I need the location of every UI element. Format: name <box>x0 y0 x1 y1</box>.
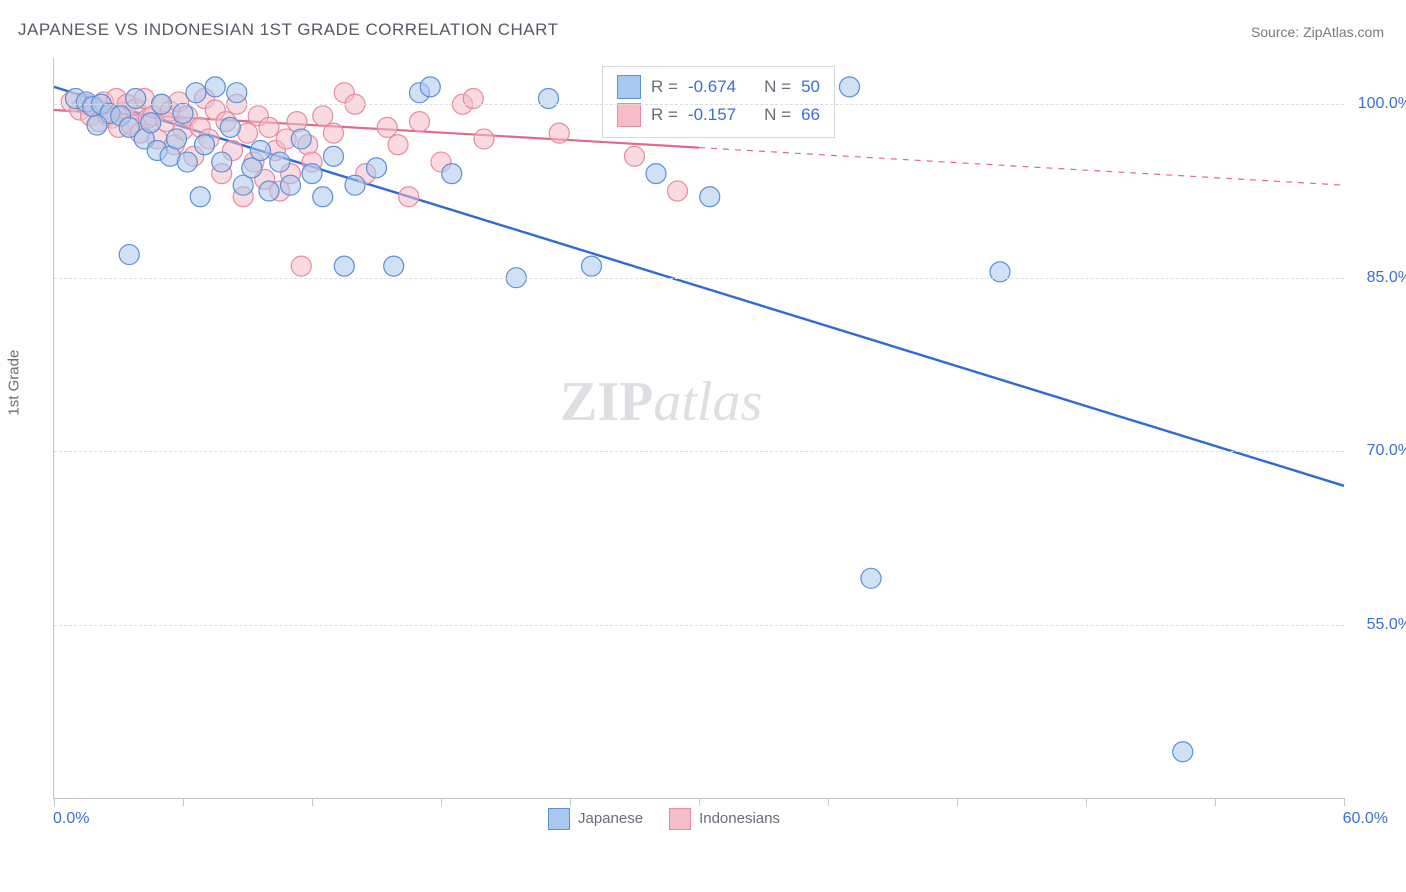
scatter-point <box>334 256 354 276</box>
plot-area: R =-0.674N =50R =-0.157N =66 55.0%70.0%8… <box>53 58 1344 799</box>
scatter-point <box>291 256 311 276</box>
scatter-point <box>420 77 440 97</box>
x-tick <box>54 798 55 806</box>
scatter-point <box>840 77 860 97</box>
scatter-point <box>186 83 206 103</box>
bottom-legend: Japanese Indonesians <box>548 808 780 830</box>
gridline-h <box>54 451 1344 452</box>
gridline-h <box>54 278 1344 279</box>
scatter-point <box>367 158 387 178</box>
scatter-point <box>399 187 419 207</box>
scatter-point <box>861 568 881 588</box>
scatter-point <box>173 104 193 124</box>
legend-item: Japanese <box>548 808 643 830</box>
scatter-point <box>281 175 301 195</box>
scatter-point <box>291 129 311 149</box>
x-tick <box>1215 798 1216 806</box>
y-tick-label: 70.0% <box>1354 442 1406 460</box>
scatter-point <box>190 187 210 207</box>
legend-label: Japanese <box>578 810 643 827</box>
y-tick-label: 85.0% <box>1354 269 1406 287</box>
scatter-point <box>990 262 1010 282</box>
x-tick <box>699 798 700 806</box>
scatter-point <box>345 175 365 195</box>
r-value: -0.674 <box>688 73 736 101</box>
x-min-label: 0.0% <box>53 810 89 828</box>
r-label: R = <box>651 73 678 101</box>
scatter-point <box>167 129 187 149</box>
scatter-point <box>324 146 344 166</box>
scatter-point <box>582 256 602 276</box>
gridline-h <box>54 104 1344 105</box>
scatter-point <box>87 115 107 135</box>
n-value: 50 <box>801 73 820 101</box>
scatter-point <box>646 164 666 184</box>
scatter-point <box>119 245 139 265</box>
source-label: Source: ZipAtlas.com <box>1251 24 1384 40</box>
scatter-point <box>549 123 569 143</box>
legend-swatch <box>548 808 570 830</box>
stats-row: R = -0.674 N = 50 <box>617 73 820 101</box>
scatter-point <box>474 129 494 149</box>
scatter-point <box>463 88 483 108</box>
x-tick <box>441 798 442 806</box>
x-tick <box>570 798 571 806</box>
n-label: N = <box>764 73 791 101</box>
scatter-point <box>384 256 404 276</box>
x-tick <box>312 798 313 806</box>
x-tick <box>1086 798 1087 806</box>
scatter-point <box>126 88 146 108</box>
x-tick <box>828 798 829 806</box>
x-tick <box>957 798 958 806</box>
scatter-point <box>141 113 161 133</box>
scatter-point <box>324 123 344 143</box>
scatter-point <box>212 152 232 172</box>
scatter-point <box>287 112 307 132</box>
x-max-label: 60.0% <box>1343 810 1388 828</box>
scatter-point <box>259 117 279 137</box>
scatter-point <box>205 77 225 97</box>
scatter-point <box>227 83 247 103</box>
scatter-point <box>270 152 290 172</box>
x-tick <box>183 798 184 806</box>
scatter-point <box>625 146 645 166</box>
scatter-point <box>1173 742 1193 762</box>
scatter-point <box>313 106 333 126</box>
legend-swatch <box>669 808 691 830</box>
y-tick-label: 55.0% <box>1354 616 1406 634</box>
scatter-point <box>177 152 197 172</box>
scatter-point <box>442 164 462 184</box>
legend-label: Indonesians <box>699 810 780 827</box>
scatter-point <box>700 187 720 207</box>
y-axis-title: 1st Grade <box>6 350 23 416</box>
chart-title: JAPANESE VS INDONESIAN 1ST GRADE CORRELA… <box>18 20 558 40</box>
y-tick-label: 100.0% <box>1354 95 1406 113</box>
stats-box: R =-0.674N =50R =-0.157N =66 <box>602 66 835 138</box>
scatter-point <box>410 112 430 132</box>
gridline-h <box>54 625 1344 626</box>
scatter-point <box>388 135 408 155</box>
scatter-point <box>259 181 279 201</box>
scatter-point <box>195 135 215 155</box>
scatter-point <box>668 181 688 201</box>
scatter-point <box>220 117 240 137</box>
scatter-point <box>539 88 559 108</box>
chart-svg <box>54 58 1344 798</box>
legend-item: Indonesians <box>669 808 780 830</box>
scatter-point <box>250 141 270 161</box>
scatter-point <box>302 164 322 184</box>
legend-swatch <box>617 103 641 127</box>
scatter-point <box>313 187 333 207</box>
scatter-point <box>377 117 397 137</box>
legend-swatch <box>617 75 641 99</box>
x-tick <box>1344 798 1345 806</box>
